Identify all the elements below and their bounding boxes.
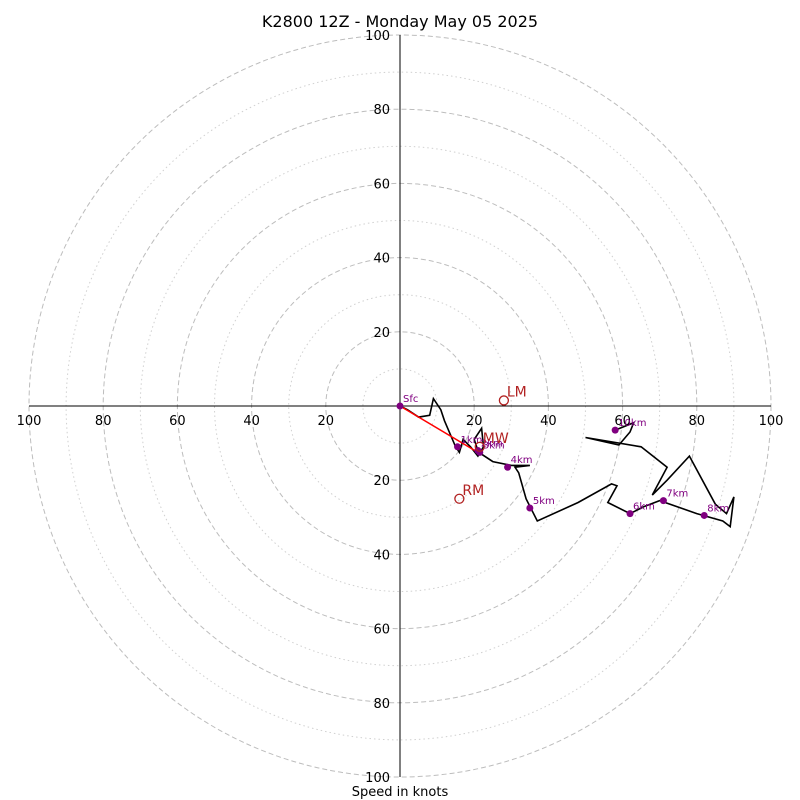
y-tick-label: 80	[373, 103, 390, 118]
x-tick-label: 20	[318, 414, 335, 429]
y-tick-label: 40	[373, 252, 390, 267]
storm-motion-marker	[454, 493, 465, 504]
storm-motion-marker	[498, 395, 510, 406]
x-tick-label: 40	[243, 414, 260, 429]
height-point-label: 4km	[511, 455, 533, 466]
y-tick-label: 20	[373, 326, 390, 341]
height-point-marker	[396, 402, 404, 410]
height-point-label: 1km	[461, 435, 483, 446]
height-point-marker	[626, 510, 634, 518]
shear-vector-group	[399, 405, 479, 454]
height-point-label: 6km	[633, 502, 655, 513]
storm-motion-marker	[474, 441, 485, 452]
x-axis-label: Speed in knots	[352, 785, 449, 800]
x-tick-label: 20	[466, 414, 483, 429]
storm-motion-label: MW	[483, 431, 509, 447]
height-point-label: 7km	[666, 489, 688, 500]
y-tick-label: 100	[365, 771, 390, 786]
height-point-marker	[504, 463, 512, 471]
x-tick-label: 60	[169, 414, 186, 429]
y-tick-label: 80	[373, 697, 390, 712]
hodograph-trace	[399, 396, 735, 529]
height-point-label: Sfc	[403, 394, 418, 405]
height-point-marker	[611, 426, 619, 434]
x-tick-label: 100	[17, 414, 42, 429]
height-point-label: 3km	[483, 440, 505, 451]
height-point-marker	[659, 497, 667, 505]
tick-labels: 100 80 60 40 20 20 40 60 80 100100806040202040608…	[17, 29, 784, 786]
chart-title: K2800 12Z - Monday May 05 2025	[262, 12, 538, 31]
x-tick-label: 80	[95, 414, 112, 429]
x-tick-label: 40	[540, 414, 557, 429]
storm-motion-label: RM	[462, 483, 484, 499]
y-tick-label: 100	[365, 29, 390, 44]
x-tick-label: 80	[689, 414, 706, 429]
shear-vector	[399, 405, 479, 454]
y-tick-label: 20	[373, 474, 390, 489]
storm-motion-markers: LM RM MW	[454, 384, 527, 504]
x-tick-label: 100	[759, 414, 784, 429]
height-point-marker	[526, 504, 534, 512]
y-tick-label: 40	[373, 548, 390, 563]
trace-line	[399, 396, 735, 529]
y-tick-label: 60	[373, 177, 390, 192]
height-point-label: 10km	[618, 418, 646, 429]
height-point-marker	[454, 443, 462, 451]
storm-motion-label: LM	[507, 384, 527, 400]
y-tick-label: 60	[373, 623, 390, 638]
height-point-label: 8km	[707, 503, 729, 514]
height-point-marker	[700, 511, 708, 519]
height-point-label: 2km	[481, 439, 503, 450]
height-point-label: 5km	[533, 496, 555, 507]
